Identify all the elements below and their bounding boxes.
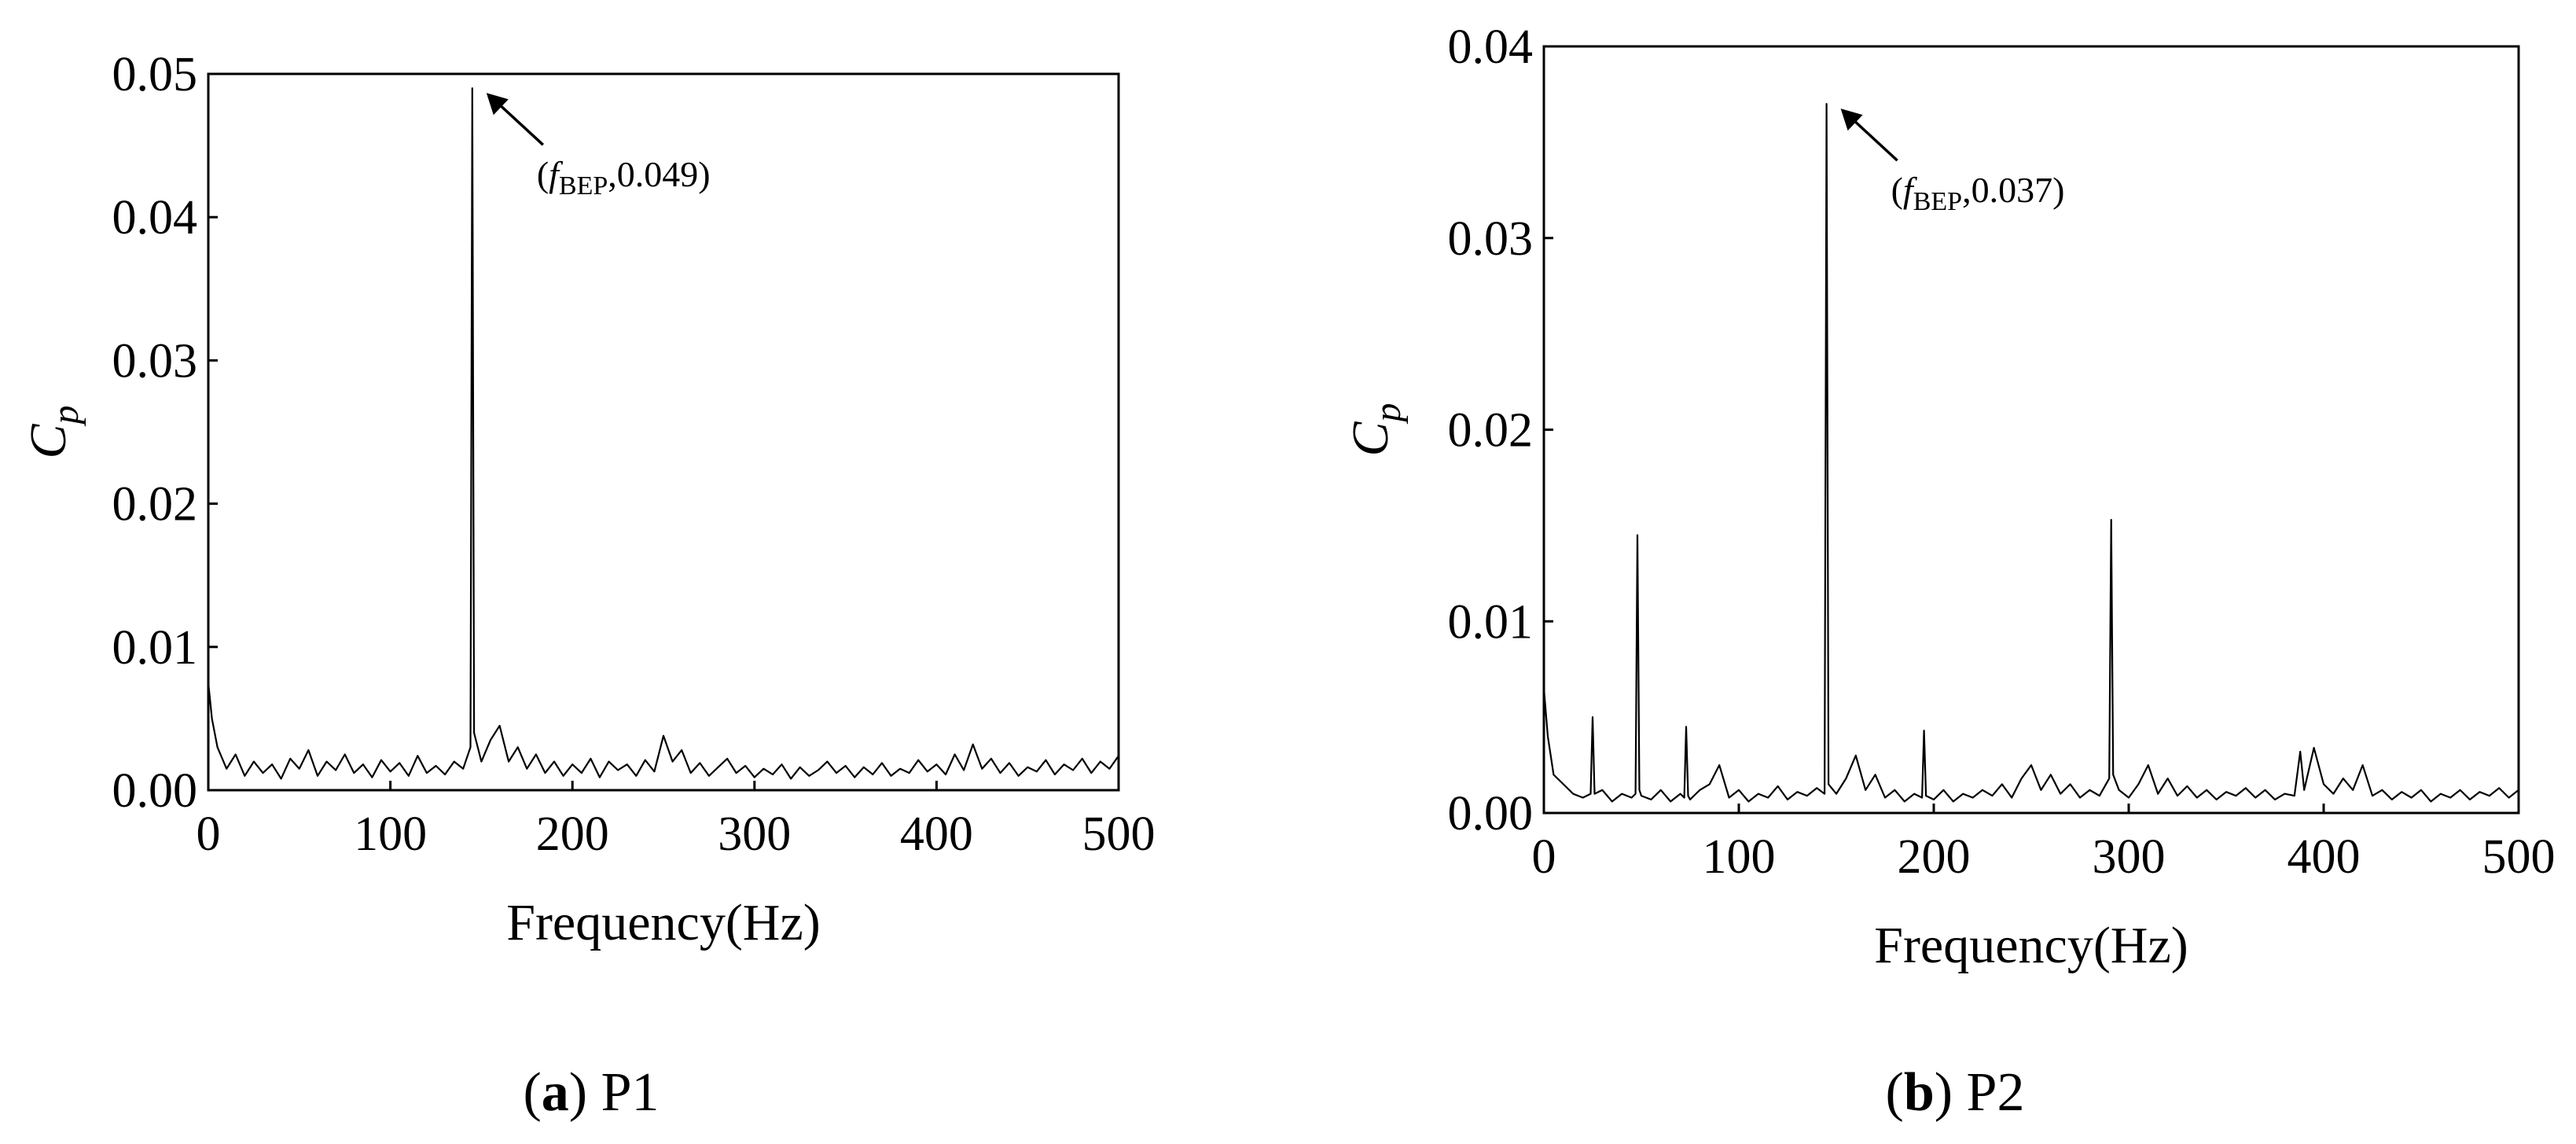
y-axis-symbol: C — [1342, 421, 1399, 457]
data-line — [207, 87, 1119, 780]
x-tick-label: 400 — [900, 807, 973, 861]
y-axis-subscript: p — [1367, 403, 1409, 424]
y-axis-label: Cp — [1342, 403, 1409, 456]
caption-open: ( — [523, 1062, 541, 1123]
annotation: (fBEP,0.049) — [537, 154, 711, 200]
x-tick-label: 100 — [354, 807, 427, 861]
caption: (b) P2 — [1886, 1062, 2025, 1123]
y-tick-label: 0.00 — [112, 764, 198, 818]
y-tick-label: 0.04 — [1448, 20, 1534, 74]
y-tick-label: 0.02 — [112, 478, 198, 532]
x-tick-label: 0 — [1532, 830, 1556, 884]
annotation-arrowhead — [486, 93, 509, 116]
y-tick-label: 0.04 — [112, 191, 198, 245]
annotation-value: ,0.049) — [608, 154, 710, 194]
x-tick-label: 100 — [1703, 830, 1776, 884]
plot-frame — [1542, 45, 2520, 815]
annotation-arrowhead — [1840, 109, 1863, 131]
x-tick-label: 500 — [1082, 807, 1156, 861]
x-tick-label: 200 — [536, 807, 609, 861]
annotation-value: ,0.037) — [1962, 170, 2064, 210]
caption: (a) P1 — [523, 1062, 659, 1123]
caption-text: ) P2 — [1935, 1062, 2025, 1123]
y-tick-label: 0.02 — [1448, 404, 1534, 458]
y-tick-label: 0.01 — [1448, 595, 1534, 649]
y-tick-label: 0.03 — [112, 334, 198, 388]
x-axis-label: Frequency(Hz) — [506, 894, 820, 951]
caption-open: ( — [1886, 1062, 1904, 1123]
y-tick-label: 0.00 — [1448, 787, 1534, 841]
x-tick-label: 300 — [718, 807, 791, 861]
caption-letter: a — [542, 1062, 569, 1123]
x-tick-label: 0 — [197, 807, 221, 861]
y-tick-label: 0.05 — [112, 48, 198, 101]
y-tick-label: 0.03 — [1448, 212, 1534, 266]
y-axis-label: Cp — [20, 405, 86, 458]
annotation-open: ( — [1891, 170, 1903, 210]
chart: 0.00 0.01 0.02 0.03 0.04 0.05 0 100 200 300 400 500… — [20, 48, 1156, 1123]
x-tick-label: 500 — [2482, 830, 2556, 884]
x-tick-label: 300 — [2093, 830, 2166, 884]
caption-text: ) P1 — [569, 1062, 660, 1123]
annotation-open: ( — [537, 154, 549, 194]
caption-letter: b — [1904, 1062, 1935, 1123]
y-axis-symbol: C — [20, 424, 77, 459]
plot-frame — [207, 72, 1120, 792]
annotation-subscript: BEP — [559, 171, 608, 200]
x-axis-label: Frequency(Hz) — [1874, 917, 2188, 974]
data-line — [1542, 103, 2519, 803]
annotation: (fBEP,0.037) — [1891, 170, 2065, 216]
x-tick-label: 400 — [2288, 830, 2361, 884]
y-axis-subscript: p — [45, 405, 86, 426]
annotation-subscript: BEP — [1913, 187, 1962, 216]
x-tick-label: 200 — [1898, 830, 1971, 884]
y-tick-label: 0.01 — [112, 621, 198, 675]
chart: 0.00 0.01 0.02 0.03 0.04 0 100 200 300 400 500 Freq… — [1342, 20, 2556, 1123]
